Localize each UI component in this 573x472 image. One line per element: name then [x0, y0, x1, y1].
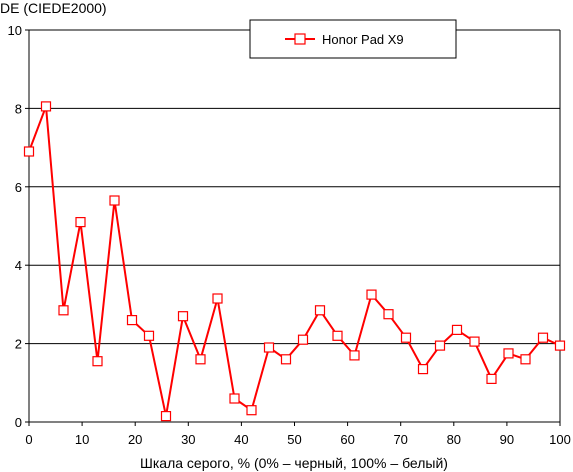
- data-point: [503, 348, 514, 359]
- data-point: [486, 373, 497, 384]
- data-point: [23, 146, 35, 157]
- y-tick-label: 4: [15, 258, 22, 273]
- x-tick-label: 20: [128, 432, 142, 447]
- data-point: [92, 356, 103, 367]
- y-axis-title: DE (CIEDE2000): [0, 0, 107, 16]
- x-tick-label: 90: [500, 432, 514, 447]
- legend-box: [249, 19, 457, 59]
- y-tick-marks: [25, 29, 29, 423]
- x-tick-label: 100: [549, 432, 571, 447]
- data-point: [160, 411, 172, 422]
- x-tick-label: 0: [25, 432, 32, 447]
- data-point: [212, 293, 223, 304]
- legend-label: Honor Pad X9: [322, 32, 404, 47]
- y-tick-labels: 0 2 4 6 8 10: [8, 23, 22, 430]
- data-point: [434, 340, 446, 351]
- x-tick-label: 40: [234, 432, 248, 447]
- data-point: [400, 332, 412, 343]
- x-tick-label: 30: [181, 432, 195, 447]
- data-point: [332, 330, 343, 341]
- data-point: [280, 354, 292, 365]
- y-tick-label: 2: [15, 337, 22, 352]
- data-point: [520, 354, 531, 365]
- data-point: [75, 217, 86, 228]
- data-point: [366, 289, 377, 300]
- x-tick-label: 50: [287, 432, 301, 447]
- data-point: [40, 101, 52, 112]
- data-point: [383, 309, 394, 320]
- legend-marker: [294, 33, 306, 45]
- data-point: [554, 340, 566, 351]
- x-tick-label: 60: [340, 432, 354, 447]
- series-layer: [23, 101, 566, 422]
- data-point: [314, 305, 326, 316]
- y-tick-label: 10: [8, 23, 22, 38]
- x-tick-label: 80: [447, 432, 461, 447]
- data-point: [297, 334, 309, 345]
- data-point: [537, 332, 549, 343]
- data-point: [195, 354, 206, 365]
- data-point: [143, 330, 155, 341]
- data-point: [246, 405, 257, 416]
- data-point: [109, 195, 120, 206]
- x-axis-title: Шкала серого, % (0% – черный, 100% – бел…: [140, 455, 448, 471]
- series-line: [28, 105, 561, 418]
- data-point: [177, 311, 189, 322]
- data-point: [451, 324, 463, 335]
- data-point: [58, 305, 69, 316]
- x-tick-label: 10: [75, 432, 89, 447]
- data-point: [349, 350, 360, 361]
- data-point: [417, 364, 429, 375]
- data-point: [263, 342, 275, 353]
- data-point: [126, 315, 138, 326]
- x-tick-label: 70: [393, 432, 407, 447]
- grid-lines: [29, 29, 560, 345]
- y-tick-label: 0: [15, 415, 22, 430]
- x-tick-marks: [28, 422, 561, 426]
- y-tick-label: 8: [15, 101, 22, 116]
- data-point: [469, 336, 480, 347]
- x-tick-labels: 0 10 20 30 40 50 60 70 80 90 100: [25, 432, 570, 447]
- y-tick-label: 6: [15, 180, 22, 195]
- data-point: [229, 393, 240, 404]
- legend: Honor Pad X9: [249, 19, 457, 59]
